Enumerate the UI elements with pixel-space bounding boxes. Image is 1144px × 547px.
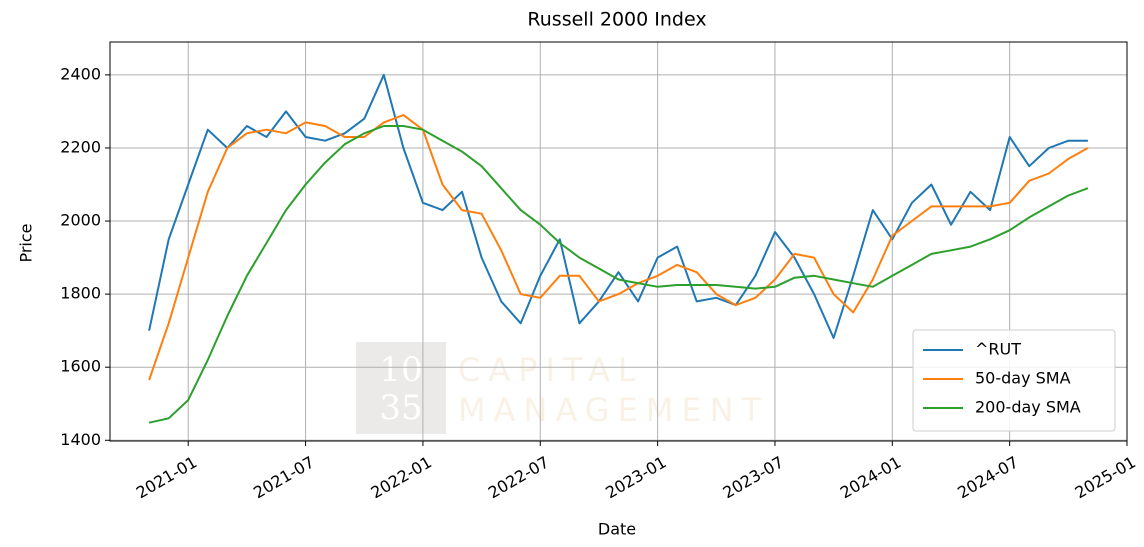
legend-label: 50-day SMA — [975, 369, 1071, 388]
x-tick-label: 2021-07 — [250, 452, 317, 502]
watermark-text: MANAGEMENT — [458, 391, 769, 429]
x-axis-label: Date — [598, 520, 636, 539]
legend: ^RUT 50-day SMA 200-day SMA — [912, 329, 1116, 432]
chart-title: Russell 2000 Index — [527, 9, 706, 31]
x-tick-label: 2022-07 — [485, 452, 552, 502]
x-tick-label: 2023-07 — [720, 452, 787, 502]
watermark-text: CAPITAL — [458, 351, 644, 389]
x-tick-label: 2022-01 — [368, 452, 435, 502]
legend-label: ^RUT — [975, 340, 1021, 359]
watermark-text: 35 — [379, 388, 422, 428]
y-tick-label: 2400 — [60, 64, 101, 83]
legend-box — [912, 329, 1116, 432]
y-tick-label: 1400 — [60, 430, 101, 449]
data-line — [148, 73, 1088, 339]
watermark-text: 10 — [379, 350, 422, 390]
legend-label: 200-day SMA — [975, 398, 1081, 417]
data-line — [148, 114, 1089, 381]
x-tick-label: 2023-01 — [602, 452, 669, 502]
y-tick-label: 1600 — [60, 357, 101, 376]
y-tick-label: 1800 — [60, 284, 101, 303]
watermark-logo — [356, 342, 446, 434]
data-line — [148, 125, 1089, 424]
y-axis-label: Price — [17, 223, 36, 262]
watermark: 10 35 CAPITAL MANAGEMENT — [356, 342, 769, 434]
x-tick-label: 2025-01 — [1072, 452, 1139, 502]
x-tick-label: 2024-07 — [954, 452, 1021, 502]
x-tick-label: 2024-01 — [837, 452, 904, 502]
plot-frame — [109, 41, 1128, 442]
x-tick-label: 2021-01 — [133, 452, 200, 502]
y-tick-label: 2000 — [60, 211, 101, 230]
y-tick-label: 2200 — [60, 137, 101, 156]
